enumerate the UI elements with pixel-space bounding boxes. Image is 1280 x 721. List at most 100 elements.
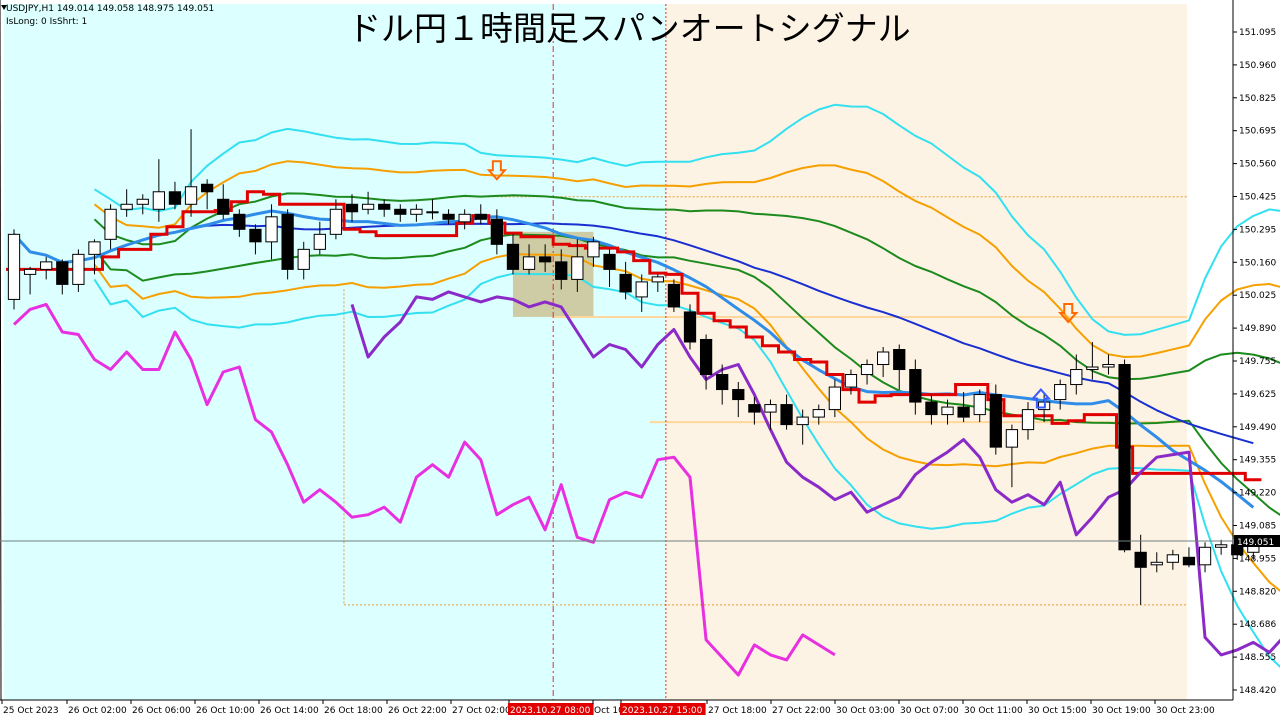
candle-body <box>635 281 648 298</box>
candle-body <box>217 198 230 215</box>
y-tick-label: 150.825 <box>1239 94 1276 104</box>
candle-48 <box>780 394 793 430</box>
symbol-info: USDJPY,H1 149.014 149.058 148.975 149.05… <box>6 4 215 14</box>
candle-body <box>893 348 906 371</box>
candle-72 <box>1166 549 1179 570</box>
x-tick-label: 30 Oct 19:00 <box>1092 706 1151 716</box>
candle-body <box>426 211 439 214</box>
candle-63 <box>1021 402 1035 440</box>
candle-21 <box>345 194 359 222</box>
candle-8 <box>136 194 149 215</box>
candle-71 <box>1150 552 1163 573</box>
candle-39 <box>635 274 648 312</box>
candle-25 <box>410 204 423 222</box>
x-tick-label: 30 Oct 07:00 <box>900 706 959 716</box>
x-tick-label: 26 Oct 14:00 <box>260 706 319 716</box>
candle-body <box>1021 409 1035 431</box>
candle-50 <box>812 404 825 425</box>
lag-span-magenta <box>12 302 836 677</box>
candle-body <box>458 213 471 223</box>
collapse-triangle-icon[interactable] <box>1 5 7 10</box>
x-tick-label: Oct 10 <box>594 706 624 716</box>
candle-14 <box>233 209 246 237</box>
candle-4 <box>72 249 85 292</box>
candle-body <box>506 243 520 270</box>
candle-body <box>619 273 632 293</box>
x-tick-label: 25 Oct 2023 <box>3 706 59 716</box>
candle-body <box>683 311 697 343</box>
candle-body <box>651 276 664 283</box>
candle-body <box>265 216 278 243</box>
candle-36 <box>587 236 600 267</box>
y-tick-label: 149.625 <box>1239 390 1276 400</box>
candle-69 <box>1118 359 1131 553</box>
x-tick-label: 2023.10.27 15:00 <box>622 706 703 716</box>
candle-59 <box>957 392 970 423</box>
candle-body <box>748 404 761 413</box>
candle-body <box>281 213 294 270</box>
candle-body <box>828 386 841 411</box>
candle-body <box>667 283 681 308</box>
x-tick-highlight <box>508 703 594 715</box>
candle-body <box>1150 561 1163 566</box>
candle-53 <box>860 359 874 385</box>
x-tick-label: 26 Oct 22:00 <box>388 706 447 716</box>
y-tick-label: 150.560 <box>1239 160 1276 170</box>
candle-body <box>1215 544 1228 548</box>
candle-12 <box>201 179 214 210</box>
y-tick-label: 150.295 <box>1239 225 1276 235</box>
lag-span-purple <box>350 290 1280 657</box>
candle-6 <box>104 204 117 250</box>
candle-70 <box>1134 534 1147 605</box>
candle-body <box>925 401 938 416</box>
y-tick-label: 149.355 <box>1239 456 1276 466</box>
y-tick-label: 149.490 <box>1239 423 1276 433</box>
candle-body <box>297 248 310 270</box>
candle-33 <box>539 244 552 272</box>
candle-body <box>313 233 326 250</box>
candle-body <box>1198 546 1212 566</box>
candle-body <box>844 374 858 388</box>
candle-22 <box>361 191 375 215</box>
candle-body <box>1166 554 1179 563</box>
x-tick-label: 30 Oct 11:00 <box>964 706 1023 716</box>
current-price-label: 149.051 <box>1237 538 1274 548</box>
candle-55 <box>893 344 906 390</box>
y-tick-label: 148.955 <box>1239 554 1276 564</box>
candle-body <box>522 256 536 270</box>
y-tick-label: 148.686 <box>1239 620 1276 630</box>
y-tick-label: 151.095 <box>1239 28 1276 38</box>
candle-body <box>474 213 487 220</box>
y-tick-label: 150.025 <box>1239 291 1276 301</box>
candle-body <box>909 369 922 403</box>
sell-arrow-icon <box>486 160 508 181</box>
y-tick-label: 148.420 <box>1239 686 1276 696</box>
zone-0 <box>4 4 666 700</box>
candle-2 <box>40 256 53 280</box>
candle-body <box>1102 364 1115 368</box>
candle-body <box>345 203 359 213</box>
candle-body <box>732 389 745 401</box>
candle-65 <box>1054 379 1067 410</box>
candle-body <box>104 208 117 240</box>
candle-body <box>7 233 21 300</box>
candle-body <box>120 203 133 210</box>
candle-body <box>329 208 343 235</box>
candle-body <box>989 394 1002 448</box>
left-border <box>0 0 2 701</box>
candle-35 <box>571 239 584 292</box>
candle-28 <box>458 209 471 230</box>
background-zones <box>4 4 1187 700</box>
candle-38 <box>619 261 632 300</box>
candle-42 <box>683 304 697 350</box>
candle-41 <box>667 279 681 312</box>
candle-body <box>249 228 262 243</box>
y-tick-label: 150.160 <box>1239 258 1276 268</box>
candle-52 <box>844 369 858 395</box>
candle-13 <box>217 184 230 220</box>
candle-61 <box>989 384 1002 455</box>
candle-body <box>1182 556 1196 566</box>
candle-body <box>378 203 391 210</box>
